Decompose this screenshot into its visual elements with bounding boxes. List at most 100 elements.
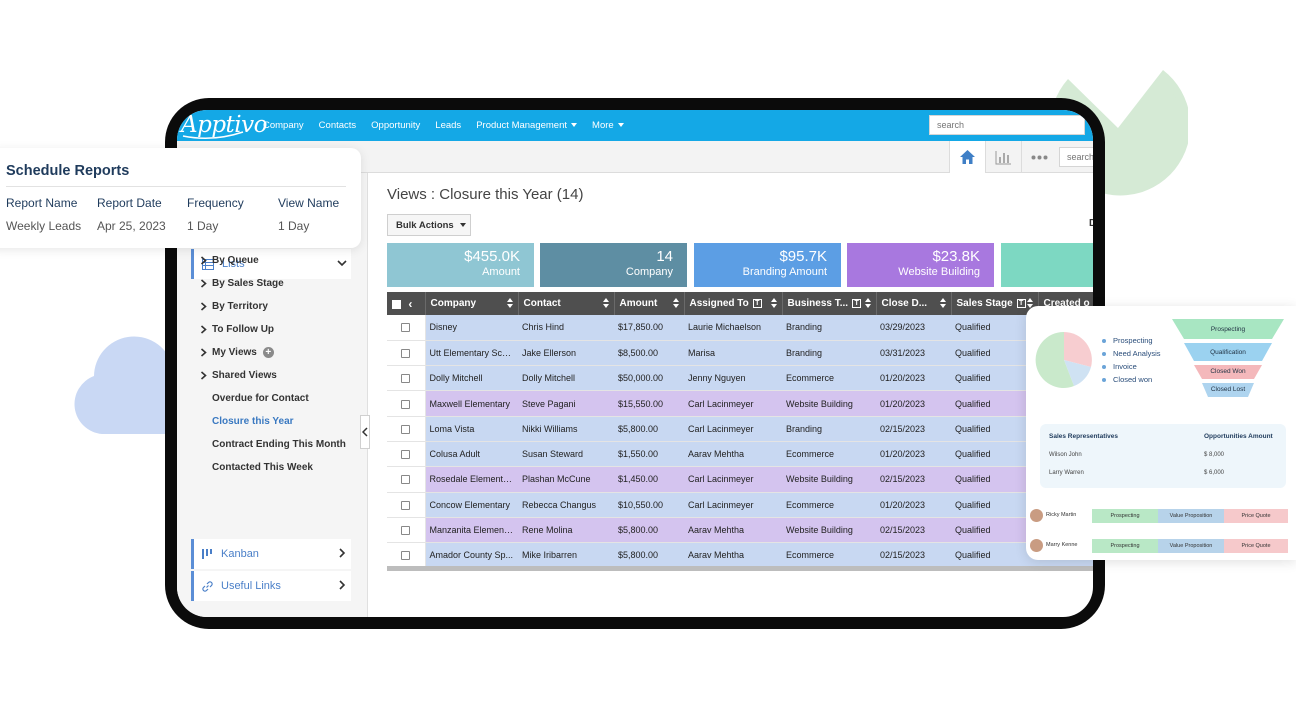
sidebar-item-by-sales-stage[interactable]: By Sales Stage: [199, 272, 359, 295]
column-header-amount[interactable]: Amount: [614, 292, 685, 315]
row-checkbox[interactable]: [401, 450, 411, 460]
nav-item-product-management[interactable]: Product Management: [476, 120, 578, 131]
table-row[interactable]: Manzanita Element... Rene Molina $5,800.00…: [387, 517, 1093, 544]
app-logo[interactable]: Apptivo: [181, 112, 268, 138]
cell-contact[interactable]: Chris Hind: [518, 315, 614, 341]
sort-icon[interactable]: [672, 298, 679, 311]
module-search-input[interactable]: [1059, 147, 1093, 167]
cell-contact[interactable]: Plashan McCune: [518, 466, 614, 493]
sort-icon[interactable]: [939, 298, 946, 311]
cell-company[interactable]: Maxwell Elementary: [425, 390, 518, 417]
sidebar-item-contacted-this-week[interactable]: Contacted This Week: [199, 456, 359, 479]
table-row[interactable]: Utt Elementary Sch... Jake Ellerson $8,500…: [387, 340, 1093, 367]
sidebar-item-shared-views[interactable]: Shared Views: [199, 364, 359, 387]
add-view-icon[interactable]: +: [262, 347, 274, 358]
table-row[interactable]: Maxwell Elementary Steve Pagani $15,550.00…: [387, 390, 1093, 417]
sidebar-item-overdue-for-contact[interactable]: Overdue for Contact: [199, 387, 359, 410]
cell-company[interactable]: Dolly Mitchell: [425, 365, 518, 392]
summary-card[interactable]: $455.0K Amount: [387, 243, 534, 287]
chevron-left-icon[interactable]: ‹: [405, 296, 413, 311]
column-header-sales-stage[interactable]: Sales Stage T: [951, 292, 1039, 315]
column-header-assigned-to[interactable]: Assigned To T: [684, 292, 783, 315]
row-checkbox[interactable]: [401, 349, 411, 358]
useful-links-panel-header[interactable]: Useful Links: [191, 571, 351, 601]
sidebar-item-by-territory[interactable]: By Territory: [199, 295, 359, 318]
more-options-button[interactable]: [1021, 141, 1057, 173]
cell-contact[interactable]: Jake Ellerson: [518, 340, 614, 367]
table-row[interactable]: Colusa Adult Susan Steward $1,550.00 Aarav …: [387, 441, 1093, 468]
row-checkbox[interactable]: [401, 500, 411, 510]
nav-item-contacts[interactable]: Contacts: [319, 120, 357, 131]
home-button[interactable]: [949, 141, 985, 173]
select-all-checkbox[interactable]: [392, 300, 401, 310]
sort-icon[interactable]: [602, 298, 609, 311]
cell-company[interactable]: Amador County Sp...: [425, 542, 518, 569]
summary-card[interactable]: $: [1001, 243, 1093, 287]
row-checkbox[interactable]: [401, 399, 411, 409]
global-search-input[interactable]: [929, 115, 1085, 135]
column-header-close-d[interactable]: Close D...: [876, 292, 952, 315]
summary-card[interactable]: $23.8K Website Building: [847, 243, 994, 287]
row-checkbox[interactable]: [401, 526, 411, 536]
more-icon: [1031, 155, 1048, 159]
table-row[interactable]: Amador County Sp... Mike Iribarren $5,800.…: [387, 542, 1093, 569]
cell-company[interactable]: Concow Elementary: [425, 492, 518, 518]
row-checkbox[interactable]: [401, 323, 411, 333]
lists-panel-header[interactable]: Lists: [191, 249, 351, 279]
sidebar-collapse-toggle[interactable]: [360, 415, 370, 449]
row-checkbox[interactable]: [401, 374, 411, 384]
avatar: [1030, 509, 1043, 522]
column-header-business-t[interactable]: Business T... T: [782, 292, 877, 315]
sidebar-item-contract-ending-this-month[interactable]: Contract Ending This Month: [199, 433, 359, 456]
column-header-contact[interactable]: Contact: [518, 292, 615, 315]
sidebar-item-by-queue[interactable]: By Queue: [199, 249, 359, 272]
sidebar-item-closure-this-year[interactable]: Closure this Year: [199, 410, 359, 433]
sort-icon[interactable]: [506, 298, 513, 311]
cell-contact[interactable]: Mike Iribarren: [518, 542, 614, 569]
bulk-actions-button[interactable]: Bulk Actions: [387, 214, 471, 236]
filter-icon[interactable]: T: [852, 298, 862, 308]
table-row[interactable]: Disney Chris Hind $17,850.00 Laurie Michael…: [387, 315, 1093, 341]
cell-company[interactable]: Disney: [425, 315, 518, 341]
sidebar-item-my-views[interactable]: My Views +: [199, 341, 359, 364]
row-checkbox[interactable]: [401, 551, 411, 561]
cell-contact[interactable]: Dolly Mitchell: [518, 365, 614, 392]
sort-icon[interactable]: [1026, 298, 1033, 311]
cell-contact[interactable]: Rebecca Changus: [518, 492, 614, 518]
sort-icon[interactable]: [770, 298, 777, 311]
cell-contact[interactable]: Nikki Williams: [518, 416, 614, 442]
reports-button[interactable]: [985, 141, 1021, 173]
nav-item-more[interactable]: More: [592, 120, 624, 131]
nav-item-leads[interactable]: Leads: [435, 120, 461, 131]
kanban-panel-header[interactable]: Kanban: [191, 539, 351, 569]
nav-item-opportunity[interactable]: Opportunity: [371, 120, 420, 131]
sort-icon[interactable]: [864, 298, 871, 311]
sidebar-item-to-follow-up[interactable]: To Follow Up: [199, 318, 359, 341]
table-row[interactable]: Rosedale Elementary Plashan McCune $1,450.…: [387, 466, 1093, 493]
table-row[interactable]: Dolly Mitchell Dolly Mitchell $50,000.00 Je…: [387, 365, 1093, 392]
pipeline-stage: Price Quote: [1224, 509, 1288, 523]
rep-amount: $ 8,000: [1204, 452, 1225, 458]
table-row[interactable]: Loma Vista Nikki Williams $5,800.00 Carl La…: [387, 416, 1093, 442]
cell-company[interactable]: Loma Vista: [425, 416, 518, 442]
cell-company[interactable]: Utt Elementary Sch...: [425, 340, 518, 367]
funnel-label: Closed Won: [1210, 368, 1246, 375]
column-header-company[interactable]: Company: [425, 292, 519, 315]
nav-item-company[interactable]: Company: [263, 120, 304, 131]
summary-card[interactable]: $95.7K Branding Amount: [694, 243, 841, 287]
select-all-header[interactable]: ‹: [387, 292, 426, 315]
cell-contact[interactable]: Susan Steward: [518, 441, 614, 468]
cell-company[interactable]: Rosedale Elementary: [425, 466, 518, 493]
cell-contact[interactable]: Steve Pagani: [518, 390, 614, 417]
cell-company[interactable]: Manzanita Element...: [425, 517, 518, 544]
table-row[interactable]: Concow Elementary Rebecca Changus $10,550.…: [387, 492, 1093, 518]
row-checkbox[interactable]: [401, 424, 411, 434]
funnel-level-qualification: [1184, 343, 1272, 361]
summary-card[interactable]: 14 Company: [540, 243, 687, 287]
cell-company[interactable]: Colusa Adult: [425, 441, 518, 468]
filter-icon[interactable]: T: [752, 298, 762, 308]
filter-icon[interactable]: T: [1016, 298, 1026, 308]
cell-contact[interactable]: Rene Molina: [518, 517, 614, 544]
table-horizontal-scrollbar[interactable]: [387, 566, 1093, 571]
row-checkbox[interactable]: [401, 475, 411, 485]
